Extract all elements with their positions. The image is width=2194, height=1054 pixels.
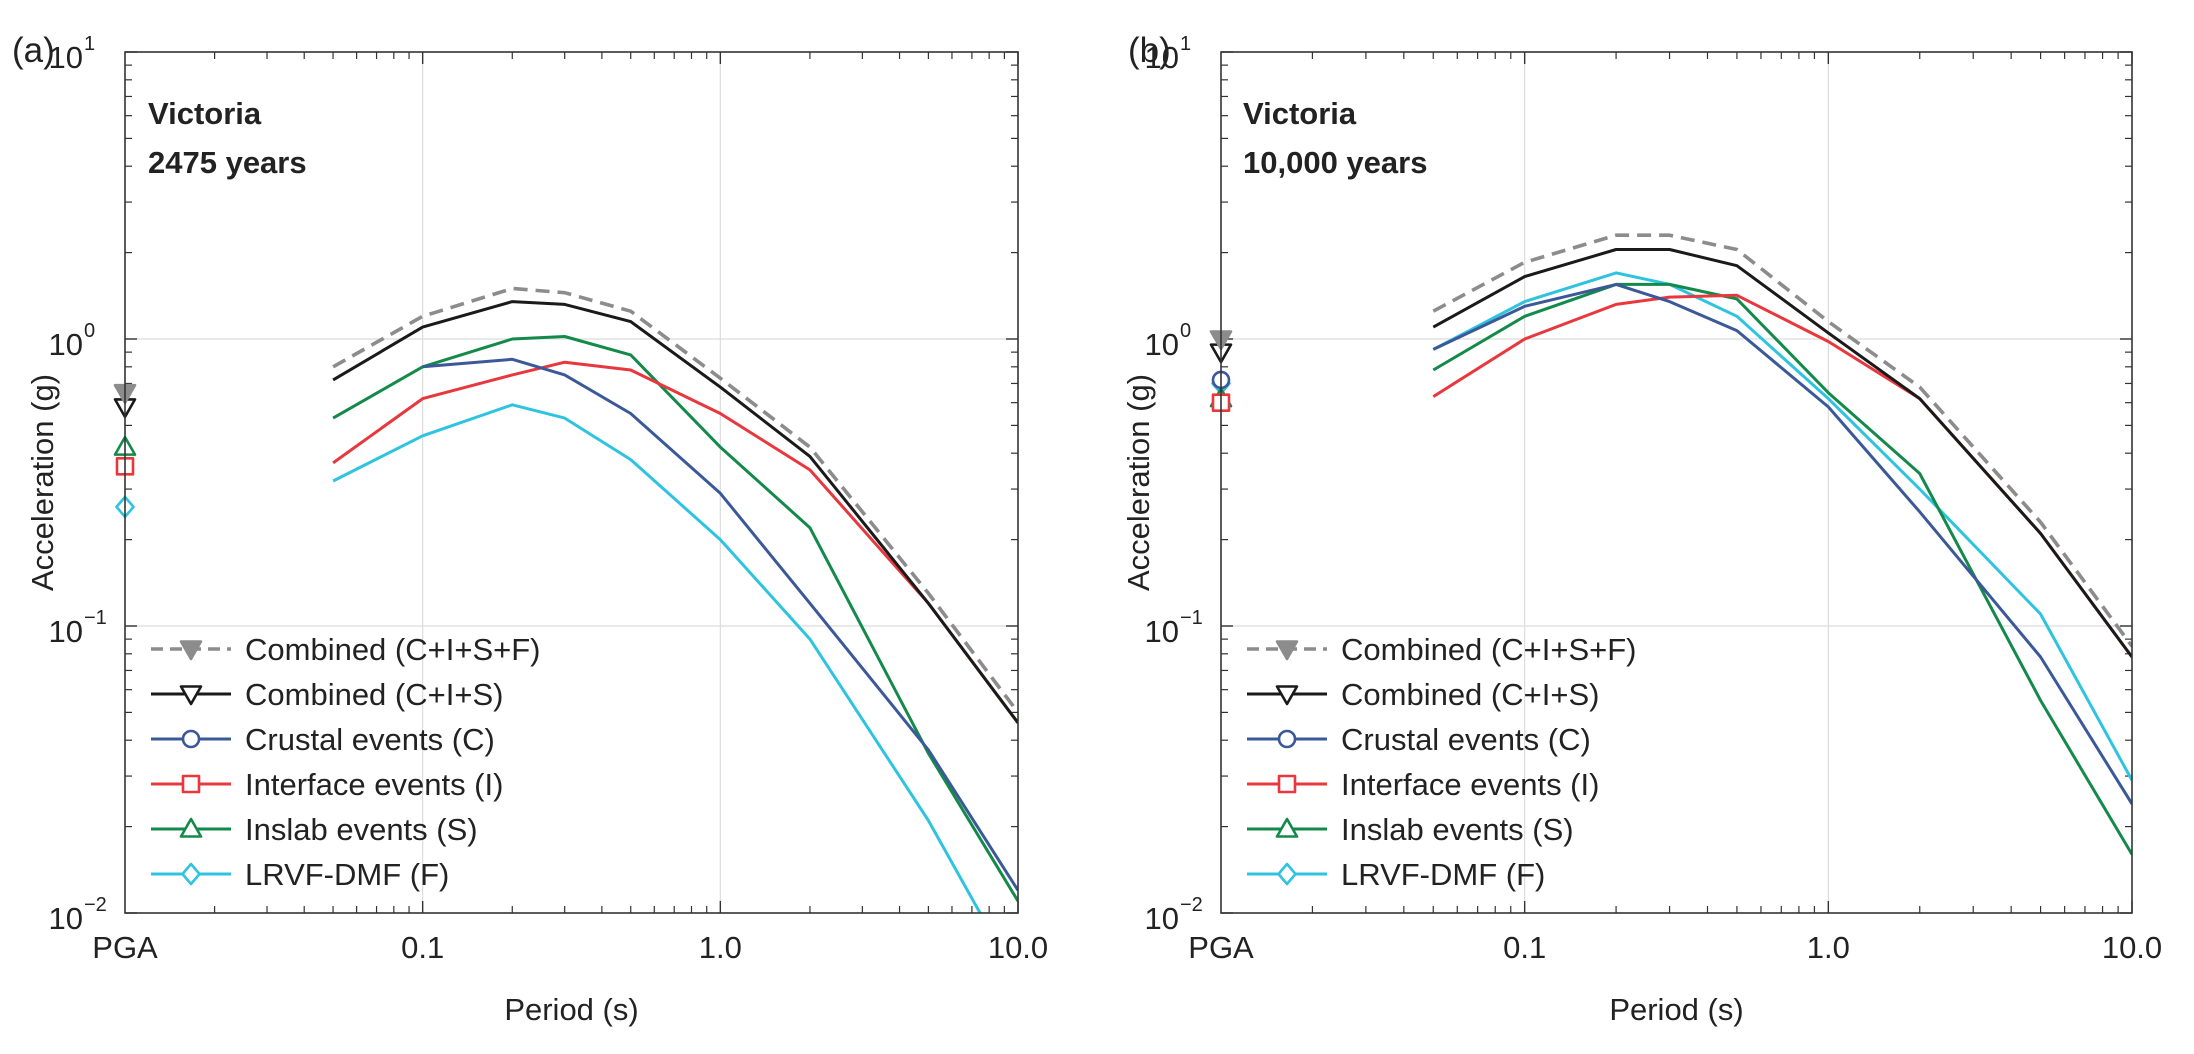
legend-label: Crustal events (C) (245, 722, 495, 757)
legend-entry: Combined (C+I+S+F) (1247, 632, 1636, 667)
x-tick-label: 10.0 (2102, 930, 2162, 965)
legend-marker (181, 862, 201, 886)
y-tick-exponent: 1 (84, 33, 95, 55)
legend-entry: Interface events (I) (1247, 767, 1599, 802)
panel-label: (b) (1128, 31, 1171, 70)
x-axis-title: Period (s) (1609, 992, 1743, 1027)
panel-label: (a) (12, 31, 55, 70)
legend-label: Crustal events (C) (1341, 722, 1591, 757)
y-tick-label: 10 (1145, 40, 1179, 75)
plot-frame (124, 51, 1019, 914)
y-tick-exponent: −2 (1180, 894, 1203, 916)
x-tick-label: 0.1 (401, 930, 444, 965)
legend-entry: LRVF-DMF (F) (151, 857, 449, 892)
annotation-line: 2475 years (148, 145, 307, 180)
y-tick-label: 10 (49, 901, 83, 936)
legend-marker (181, 774, 201, 794)
legend-marker (1277, 729, 1297, 749)
series-line-2 (422, 357, 1018, 892)
y-tick-label: 10 (1145, 327, 1179, 362)
legend-label: Combined (C+I+S) (245, 677, 503, 712)
x-tick-label: 1.0 (699, 930, 742, 965)
legend-label: Interface events (I) (245, 767, 503, 802)
y-tick-label: 10 (1145, 614, 1179, 649)
legend-label: Inslab events (S) (245, 812, 478, 847)
y-tick-exponent: −1 (1180, 607, 1203, 629)
legend-marker (1277, 774, 1297, 794)
y-tick-label: 10 (49, 40, 83, 75)
series-line-4 (332, 335, 1018, 902)
y-tick-label: 10 (49, 327, 83, 362)
legend-label: Combined (C+I+S+F) (245, 632, 540, 667)
legend-label: Inslab events (S) (1341, 812, 1574, 847)
series-line-2 (1432, 282, 2132, 805)
x-tick-label: 10.0 (988, 930, 1048, 965)
series-line-0 (332, 286, 1018, 714)
y-axis-title: Acceleration (g) (1121, 374, 1156, 591)
series-line-0 (1432, 233, 2132, 648)
legend-entry: Inslab events (S) (1247, 812, 1574, 847)
legend-entry: Crustal events (C) (1247, 722, 1591, 757)
annotation-line: 10,000 years (1243, 145, 1427, 180)
legend-label: LRVF-DMF (F) (245, 857, 449, 892)
series-line-1 (1432, 248, 2132, 658)
y-tick-exponent: 1 (1180, 33, 1191, 55)
legend-entry: Combined (C+I+S) (151, 677, 503, 712)
legend-marker (1275, 685, 1299, 706)
legend-marker (1277, 862, 1297, 886)
legend-entry: Interface events (I) (151, 767, 503, 802)
legend-label: LRVF-DMF (F) (1341, 857, 1545, 892)
legend-entry: Inslab events (S) (151, 812, 478, 847)
y-tick-exponent: −2 (84, 894, 107, 916)
y-tick-exponent: −1 (84, 607, 107, 629)
x-tick-label-pga: PGA (1188, 930, 1254, 965)
y-tick-label: 10 (1145, 901, 1179, 936)
y-tick-exponent: 0 (1180, 320, 1191, 342)
series-line-4 (1432, 282, 2132, 856)
series-line-5 (1432, 271, 2132, 782)
legend-marker (179, 685, 203, 706)
y-axis-title: Acceleration (g) (25, 374, 60, 591)
plot-frame (1220, 51, 2133, 914)
legend-marker (1275, 817, 1299, 838)
legend-label: Interface events (I) (1341, 767, 1599, 802)
legend-marker (1275, 640, 1299, 661)
y-tick-label: 10 (49, 614, 83, 649)
series-line-3 (332, 360, 1018, 724)
x-axis-title: Period (s) (504, 992, 638, 1027)
legend-label: Combined (C+I+S+F) (1341, 632, 1636, 667)
legend-marker (179, 640, 203, 661)
legend-entry: Combined (C+I+S+F) (151, 632, 540, 667)
legend-marker (181, 729, 201, 749)
legend-entry: LRVF-DMF (F) (1247, 857, 1545, 892)
y-tick-exponent: 0 (84, 320, 95, 342)
annotation-line: Victoria (1243, 96, 1357, 131)
legend: Combined (C+I+S+F) Combined (C+I+S) Crusta… (151, 632, 540, 892)
annotation-line: Victoria (148, 96, 262, 131)
legend: Combined (C+I+S+F) Combined (C+I+S) Crusta… (1247, 632, 1636, 892)
series-line-3 (1432, 293, 2132, 658)
legend-label: Combined (C+I+S) (1341, 677, 1599, 712)
x-tick-label: 0.1 (1503, 930, 1546, 965)
legend-entry: Combined (C+I+S) (1247, 677, 1599, 712)
legend-entry: Crustal events (C) (151, 722, 495, 757)
series-line-1 (332, 300, 1018, 724)
x-tick-label-pga: PGA (92, 930, 158, 965)
legend-marker (179, 817, 203, 838)
series-line-5 (332, 403, 982, 913)
x-tick-label: 1.0 (1807, 930, 1850, 965)
